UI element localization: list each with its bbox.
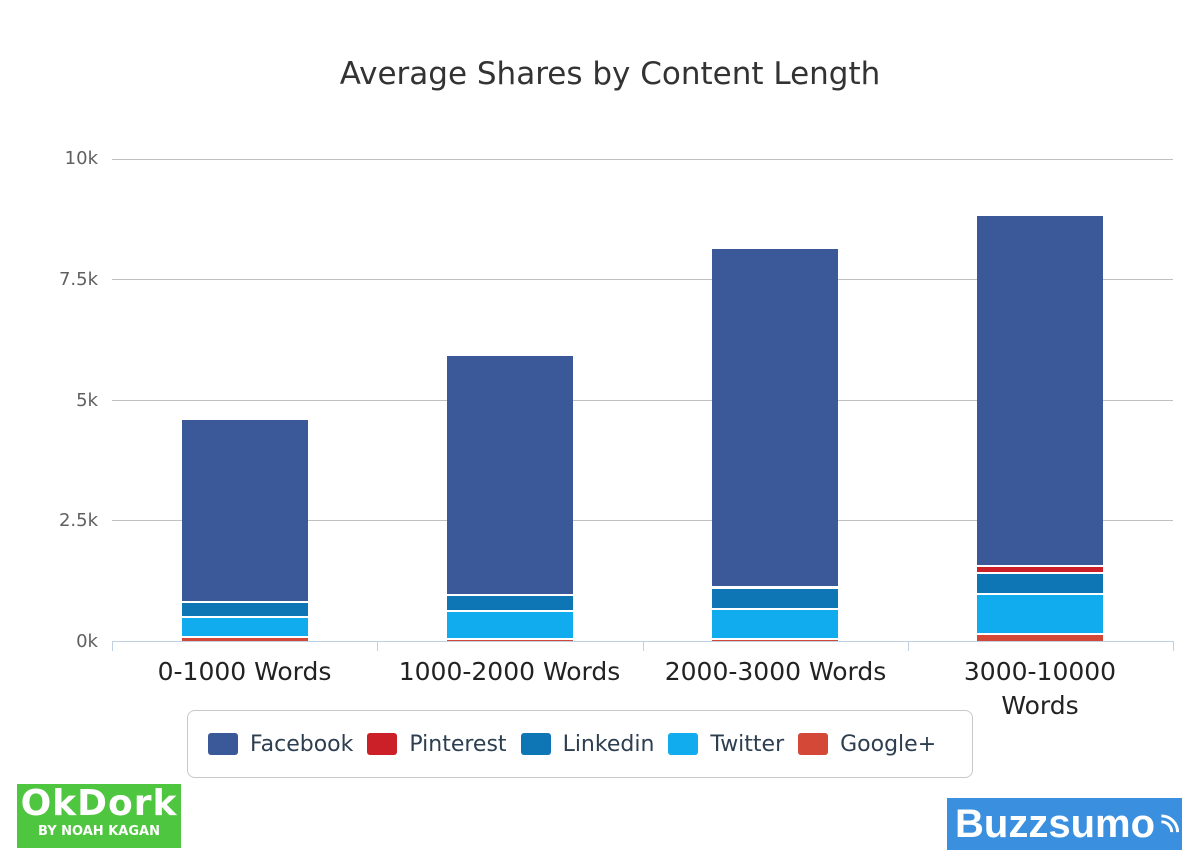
x-axis-tick bbox=[1173, 641, 1174, 651]
chart-title: Average Shares by Content Length bbox=[339, 56, 881, 92]
gridline bbox=[112, 520, 1173, 521]
gridline bbox=[112, 400, 1173, 401]
x-axis-tick bbox=[377, 641, 378, 651]
legend-item-googleplus[interactable]: Google+ bbox=[798, 732, 936, 757]
okdork-logo-tagline: BY NOAH KAGAN bbox=[38, 824, 160, 839]
stacked-bar[interactable] bbox=[712, 159, 839, 641]
legend-item-facebook[interactable]: Facebook bbox=[208, 732, 353, 757]
bar-segment-googleplus[interactable] bbox=[181, 636, 308, 641]
x-tick-label: 2000-3000 Words bbox=[664, 657, 887, 686]
bar-segment-linkedin[interactable] bbox=[446, 594, 573, 611]
googleplus-swatch-icon bbox=[798, 733, 829, 755]
twitter-swatch-icon bbox=[668, 733, 699, 755]
y-tick-label: 5k bbox=[76, 390, 98, 411]
buzzsumo-logo-name: Buzzsumo bbox=[955, 801, 1155, 846]
bar-segment-pinterest[interactable] bbox=[446, 593, 573, 596]
bar-segment-twitter[interactable] bbox=[977, 593, 1104, 634]
x-tick-label: 3000-10000 Words bbox=[963, 657, 1117, 720]
bar-segment-linkedin[interactable] bbox=[712, 586, 839, 609]
facebook-swatch-icon bbox=[208, 733, 238, 755]
pinterest-swatch-icon bbox=[367, 733, 398, 755]
bar-segment-facebook[interactable] bbox=[977, 214, 1104, 566]
y-tick-label: 7.5k bbox=[58, 269, 98, 290]
legend-item-linkedin[interactable]: Linkedin bbox=[520, 731, 655, 757]
bar-segment-twitter[interactable] bbox=[181, 615, 308, 637]
bar-segment-linkedin[interactable] bbox=[977, 572, 1104, 594]
x-tick-label: 1000-2000 Words bbox=[398, 657, 621, 686]
bar-segment-twitter[interactable] bbox=[446, 610, 573, 639]
bar-segment-googleplus[interactable] bbox=[446, 638, 573, 641]
legend-label: Linkedin bbox=[562, 731, 655, 757]
x-axis-line bbox=[112, 641, 1173, 642]
x-axis-tick bbox=[908, 641, 909, 651]
stacked-bar[interactable] bbox=[181, 159, 308, 641]
legend-label: Pinterest bbox=[409, 731, 507, 757]
x-axis-tick bbox=[643, 641, 644, 651]
buzzsumo-logo: Buzzsumo bbox=[947, 798, 1182, 850]
plot-area bbox=[112, 159, 1173, 641]
bar-segment-twitter[interactable] bbox=[712, 608, 839, 639]
stacked-bar[interactable] bbox=[446, 159, 573, 641]
bar-segment-googleplus[interactable] bbox=[977, 633, 1104, 641]
okdork-logo: OkDork BY NOAH KAGAN bbox=[17, 784, 181, 848]
bar-segment-pinterest[interactable] bbox=[977, 565, 1104, 573]
bar-segment-facebook[interactable] bbox=[181, 418, 308, 601]
bar-segment-linkedin[interactable] bbox=[181, 601, 308, 616]
legend-label: Twitter bbox=[710, 731, 785, 757]
signal-waves-icon bbox=[1161, 814, 1180, 833]
chart-legend: Facebook Pinterest Linkedin Twitter Goog… bbox=[187, 710, 973, 778]
bar-segment-pinterest[interactable] bbox=[181, 600, 308, 603]
y-tick-label: 0k bbox=[76, 631, 98, 652]
stacked-bar[interactable] bbox=[977, 159, 1104, 641]
y-tick-label: 10k bbox=[64, 148, 98, 169]
y-tick-label: 2.5k bbox=[58, 510, 98, 531]
bar-segment-googleplus[interactable] bbox=[712, 638, 839, 641]
legend-item-pinterest[interactable]: Pinterest bbox=[367, 731, 507, 757]
x-tick-label: 0-1000 Words bbox=[157, 657, 332, 686]
legend-item-twitter[interactable]: Twitter bbox=[668, 732, 784, 757]
bar-segment-pinterest[interactable] bbox=[712, 586, 839, 589]
linkedin-swatch-icon bbox=[520, 733, 551, 755]
gridline bbox=[112, 159, 1173, 160]
legend-label: Facebook bbox=[250, 731, 354, 757]
bar-segment-facebook[interactable] bbox=[446, 353, 573, 594]
okdork-logo-name: OkDork bbox=[20, 783, 178, 824]
x-axis-tick bbox=[112, 641, 113, 651]
bar-segment-facebook[interactable] bbox=[712, 247, 839, 587]
gridline bbox=[112, 279, 1173, 280]
legend-label: Google+ bbox=[840, 731, 937, 757]
